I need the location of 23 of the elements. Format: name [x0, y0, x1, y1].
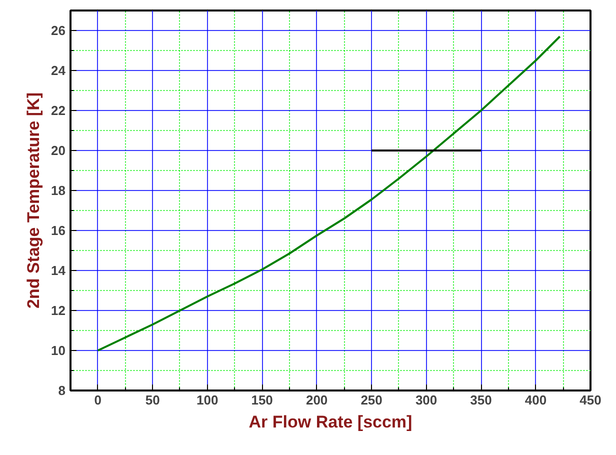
- x-tick-label: 350: [470, 392, 492, 408]
- x-tick-label: 450: [580, 392, 602, 408]
- y-axis-title: 2nd Stage Temperature [K]: [24, 92, 44, 308]
- line-series: [96, 36, 561, 352]
- x-tick-label: 150: [251, 392, 273, 408]
- x-axis-title: Ar Flow Rate [sccm]: [248, 412, 412, 432]
- y-tick-label: 24: [51, 63, 66, 78]
- y-tick-label: 22: [51, 103, 66, 118]
- y-tick-label: 20: [51, 143, 66, 158]
- y-tick-label: 26: [51, 23, 66, 38]
- x-tick-label: 0: [94, 392, 102, 408]
- y-tick-label: 14: [51, 263, 66, 278]
- y-tick-label: 10: [51, 343, 66, 358]
- x-tick-label: 250: [360, 392, 382, 408]
- x-tick-label: 100: [196, 392, 218, 408]
- x-tick-label: 200: [306, 392, 328, 408]
- y-tick-label: 18: [51, 183, 66, 198]
- y-tick-label: 8: [58, 383, 66, 398]
- y-tick-label: 16: [51, 223, 66, 238]
- x-tick-label: 300: [415, 392, 438, 408]
- x-tick-label: 50: [145, 392, 160, 408]
- x-tick-label: 400: [524, 392, 547, 408]
- y-tick-label: 12: [51, 303, 66, 318]
